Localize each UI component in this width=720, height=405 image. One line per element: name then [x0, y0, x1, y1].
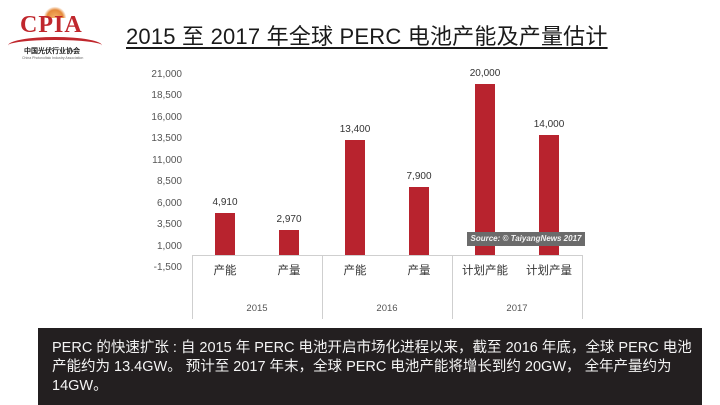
- sun-icon: [44, 6, 66, 18]
- bar-2017-capacity: [475, 83, 495, 255]
- y-tick-label: 8,500: [156, 176, 182, 188]
- group-divider: [192, 255, 193, 319]
- x-group-label: 2017: [506, 303, 528, 314]
- y-tick-label: 13,500: [151, 133, 182, 145]
- value-label: 4,910: [212, 197, 238, 209]
- bar-2015-output: [279, 229, 299, 255]
- group-divider: [582, 255, 583, 319]
- y-tick-label: 18,500: [151, 90, 182, 102]
- bar-2017-output: [539, 135, 559, 255]
- value-label: 7,900: [406, 171, 432, 183]
- bar-2015-capacity: [215, 213, 235, 255]
- y-tick-label: 21,000: [151, 69, 182, 80]
- cpia-logo: CPIA 中国光伏行业协会 China Photovoltaic Industr…: [6, 4, 106, 64]
- y-tick-label: 1,000: [156, 240, 182, 252]
- value-label: 13,400: [339, 124, 371, 136]
- x-category-label: 产量: [277, 265, 301, 277]
- y-tick-label: -1,500: [153, 262, 182, 273]
- value-label: 14,000: [533, 119, 565, 131]
- y-tick-label: 3,500: [156, 219, 182, 231]
- logo-name-en: China Photovoltaic Industry Association: [22, 56, 84, 60]
- x-category-label: 计划产量: [526, 265, 572, 277]
- value-label: 2,970: [276, 213, 302, 225]
- logo-arc: [8, 37, 102, 54]
- y-tick-label: 6,000: [156, 197, 182, 209]
- page-title: 2015 至 2017 年全球 PERC 电池产能及产量估计: [126, 24, 608, 49]
- category-axis-line: [192, 255, 582, 256]
- source-badge: Source: © TaiyangNews 2017: [467, 232, 585, 246]
- logo-name-cn: 中国光伏行业协会: [24, 48, 80, 55]
- bar-2016-capacity: [345, 140, 365, 255]
- summary-text: PERC 的快速扩张 : 自 2015 年 PERC 电池开启市场化进程以来，截…: [52, 340, 692, 394]
- x-category-label: 产能: [213, 265, 237, 277]
- bar-2016-output: [409, 187, 429, 255]
- summary-note: PERC 的快速扩张 : 自 2015 年 PERC 电池开启市场化进程以来，截…: [38, 328, 702, 405]
- group-divider: [322, 255, 323, 319]
- x-category-label: 产能: [343, 265, 367, 277]
- logo-acronym: CPIA: [20, 12, 83, 38]
- y-tick-label: 16,000: [151, 111, 182, 123]
- y-tick-label: 11,000: [152, 154, 182, 166]
- x-category-label: 计划产能: [462, 265, 508, 277]
- x-group-label: 2016: [376, 303, 398, 314]
- x-category-label: 产量: [407, 265, 431, 277]
- x-group-label: 2015: [246, 303, 268, 314]
- value-label: 20,000: [469, 67, 501, 79]
- bar-chart: 21,000 18,500 16,000 13,500 11,000 8,500 6,000…: [151, 67, 583, 319]
- group-divider: [452, 255, 453, 319]
